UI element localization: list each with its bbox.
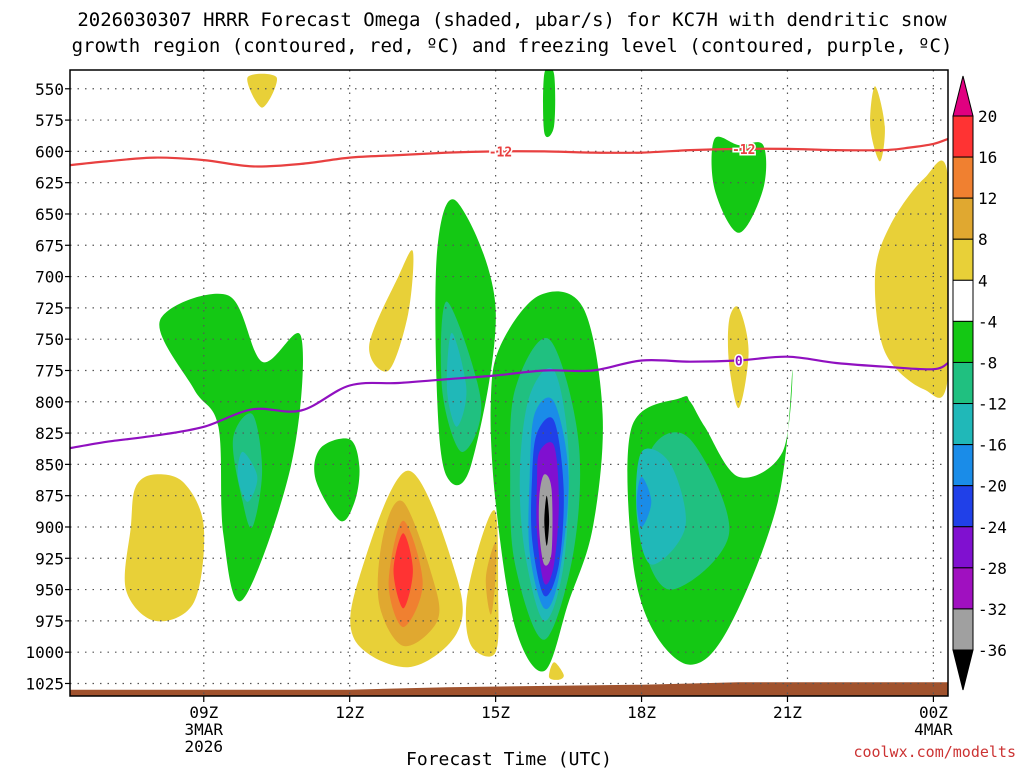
colorbar-label-1: 16 [978,148,997,167]
x-tick-label-9-2: 2026 [185,737,224,756]
omega-region-8-1 [485,542,497,615]
y-tick-label-1025: 1025 [25,674,64,693]
omega-region-4-2 [369,250,414,372]
series-label-0-1: -12 [732,143,755,158]
x-tick-label-24-1: 4MAR [914,720,953,739]
y-tick-label-775: 775 [35,361,64,380]
omega-region-4-8 [548,662,564,680]
y-axis: 550 575 600 625 650 675 700 725 750 775 800 825 850 8… [25,80,70,693]
y-tick-label-575: 575 [35,111,64,130]
chart-title-line-1: 2026030307 HRRR Forecast Omega (shaded, … [77,9,947,31]
y-tick-label-850: 850 [35,455,64,474]
omega-region-4-6 [727,306,749,409]
omega-region-neg12-3 [635,448,686,565]
colorbar-label-5: -4 [978,312,997,331]
y-tick-label-625: 625 [35,174,64,193]
colorbar-bottom-triangle [952,649,974,691]
omega-region-neg4-0 [159,293,303,602]
colorbar-label-6: -8 [978,353,997,372]
omega-region-4-0 [247,73,278,108]
series-line-0 [70,137,948,168]
omega-region-4-4 [465,510,499,657]
omega-region-4-5 [870,86,885,162]
y-tick-label-900: 900 [35,518,64,537]
y-tick-label-950: 950 [35,581,64,600]
y-tick-label-675: 675 [35,236,64,255]
colorbar-label-8: -16 [978,436,1007,455]
colorbar-segment-9 [952,485,974,528]
plot-frame [69,69,949,697]
y-tick-label-725: 725 [35,299,64,318]
x-tick-label-12-0: 12Z [335,703,364,722]
colorbar-segment-8 [952,444,974,487]
contour-lines: -12 -12 0 [70,137,948,450]
colorbar-label-4: 4 [978,271,988,290]
colorbar-segment-4 [952,279,974,322]
chart-title-line-2: growth region (contoured, red, ºC) and f… [72,35,953,57]
colorbar-label-13: -36 [978,641,1007,660]
x-tick-label-15-0: 15Z [481,703,510,722]
x-tick-label-9-0: 09Z [189,703,218,722]
omega-region-neg4-2 [543,70,556,138]
y-tick-label-875: 875 [35,487,64,506]
colorbar-label-11: -28 [978,559,1007,578]
colorbar-top-triangle [952,75,974,117]
colorbar-segment-11 [952,567,974,610]
colorbar-segment-10 [952,526,974,569]
credit-text: coolwx.com/modelts [853,743,1016,761]
omega-region-4-7 [874,160,948,398]
colorbar-segment-1 [952,156,974,199]
colorbar-segment-6 [952,361,974,405]
y-tick-label-975: 975 [35,612,64,631]
y-tick-label-700: 700 [35,268,64,287]
y-tick-label-750: 750 [35,330,64,349]
omega-region-neg4-1 [314,438,360,522]
omega-region-neg4-3 [711,136,767,233]
omega-region-4-1 [124,474,205,622]
y-tick-label-825: 825 [35,424,64,443]
x-tick-label-21-0: 21Z [773,703,802,722]
colorbar: 20 16 12 8 4 -4 -8 -12 -16 -20 -24 -28 -32 -36 [952,75,1007,691]
colorbar-label-10: -24 [978,518,1007,537]
y-tick-label-800: 800 [35,393,64,412]
colorbar-segment-0 [952,115,974,158]
colorbar-label-2: 12 [978,189,997,208]
colorbar-label-0: 20 [978,107,997,126]
y-tick-label-650: 650 [35,205,64,224]
y-tick-label-600: 600 [35,142,64,161]
series-label-0-0: -12 [489,145,512,160]
x-tick-label-24-0: 00Z [919,703,948,722]
colorbar-label-9: -20 [978,477,1007,496]
omega-region-neg16-1 [636,476,652,527]
series-label-1-0: 0 [735,354,743,369]
colorbar-segment-7 [952,403,974,446]
colorbar-segment-5 [952,320,974,363]
colorbar-label-3: 8 [978,230,988,249]
omega-region-neg12-1 [446,332,467,427]
y-tick-label-550: 550 [35,80,64,99]
colorbar-segment-2 [952,197,974,240]
x-axis-label: Forecast Time (UTC) [406,749,612,768]
plot-area [70,70,948,696]
x-tick-label-9-1: 3MAR [185,720,224,739]
y-tick-label-1000: 1000 [25,643,64,662]
colorbar-label-12: -32 [978,600,1007,619]
omega-region-neg36-0 [544,495,550,546]
terrain-surface [70,682,948,696]
colorbar-label-7: -12 [978,395,1007,414]
colorbar-segment-3 [952,238,974,281]
x-tick-label-18-0: 18Z [627,703,656,722]
series-line-1 [70,355,948,450]
y-tick-label-925: 925 [35,549,64,568]
colorbar-segment-12 [952,608,974,651]
